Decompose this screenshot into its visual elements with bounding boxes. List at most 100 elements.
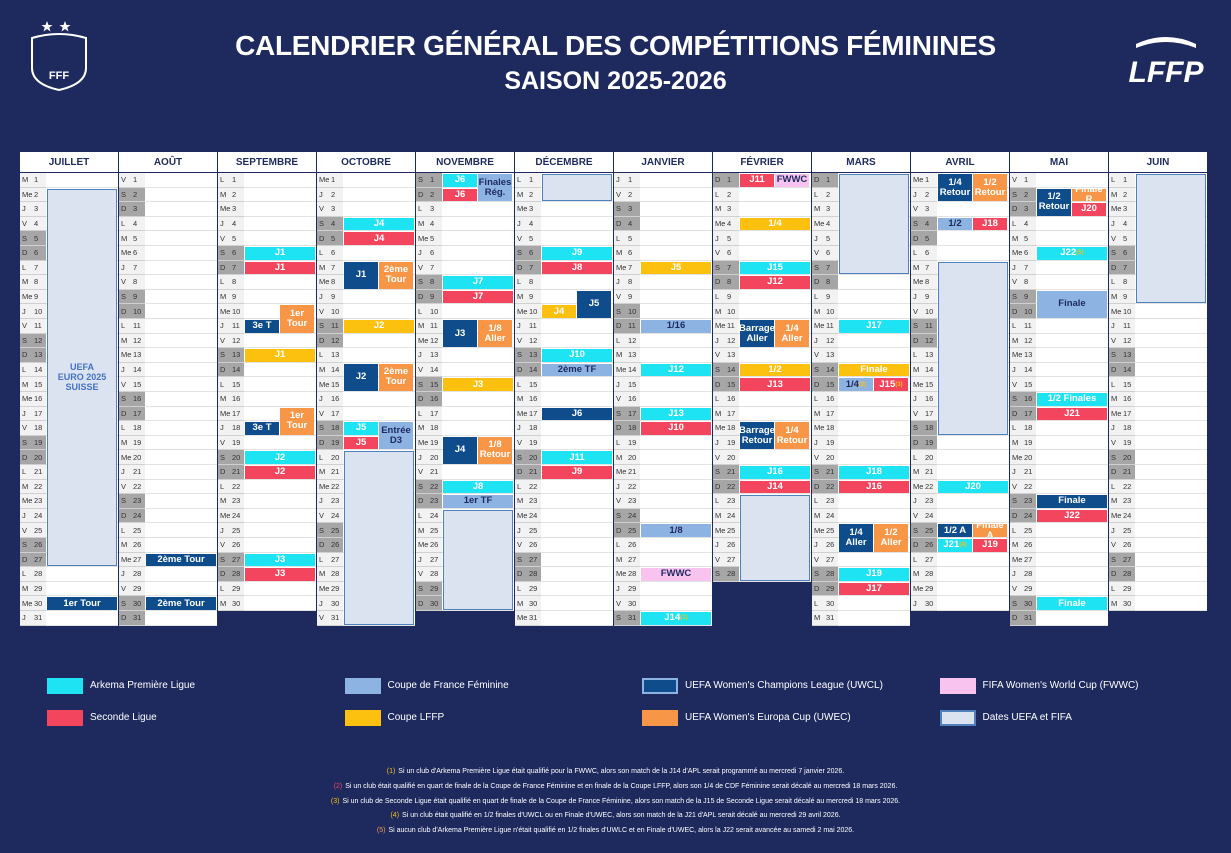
- day-cell: M 17: [713, 406, 739, 422]
- day-slot: [442, 406, 514, 422]
- event: J13: [740, 378, 810, 391]
- date: 18: [529, 423, 538, 433]
- event: J4: [542, 305, 576, 318]
- weekday: M: [1111, 496, 1118, 506]
- date: 25: [826, 525, 835, 535]
- weekday: J: [517, 219, 521, 229]
- date: 4: [925, 219, 930, 229]
- day-cell: D 25: [614, 523, 640, 538]
- day-cell: J 25: [1109, 523, 1135, 538]
- date: 13: [925, 350, 934, 360]
- weekday: S: [814, 262, 820, 272]
- weekday: L: [1012, 219, 1017, 229]
- date: 10: [529, 306, 538, 316]
- weekday: L: [1012, 525, 1017, 535]
- event-label: J2: [355, 371, 367, 383]
- date: 29: [628, 584, 637, 594]
- day-slot: [640, 435, 712, 451]
- day-slot: [541, 508, 613, 524]
- date: 27: [529, 554, 538, 564]
- weekday: V: [121, 277, 127, 287]
- day-cell: J 25: [218, 523, 244, 538]
- day-cell: J 31: [20, 611, 46, 626]
- day-slot: [541, 377, 613, 392]
- day-slot: [145, 377, 217, 392]
- date: 8: [628, 277, 633, 287]
- day-cell: J 14: [1010, 362, 1036, 378]
- day-cell: Me 11: [713, 319, 739, 334]
- date: 19: [430, 438, 439, 448]
- day-cell: J 16: [317, 392, 343, 407]
- weekday: M: [319, 467, 326, 477]
- date: 1: [34, 175, 39, 185]
- weekday: Me: [1111, 306, 1122, 316]
- date: 30: [232, 598, 241, 608]
- weekday: S: [1012, 189, 1018, 199]
- day-cell: S 14: [713, 362, 739, 378]
- event: J3: [245, 553, 315, 567]
- weekday: Me: [1111, 408, 1122, 418]
- weekday: Me: [715, 423, 726, 433]
- event: 1/2 A: [938, 524, 972, 537]
- weekday: M: [1012, 438, 1019, 448]
- day-slot: [838, 304, 910, 319]
- day-cell: D 14: [218, 362, 244, 378]
- day-slot: [145, 216, 217, 232]
- day-cell: Me 31: [515, 611, 541, 626]
- date: 6: [1123, 248, 1128, 258]
- day-cell: Me 12: [416, 333, 442, 349]
- date: 23: [727, 496, 736, 506]
- weekday: Me: [715, 525, 726, 535]
- date: 8: [430, 277, 435, 287]
- day-slot: [1135, 362, 1207, 378]
- weekday: S: [121, 496, 127, 506]
- event: 2ème TF: [542, 363, 612, 377]
- weekday: V: [418, 569, 424, 579]
- weekday: M: [517, 189, 524, 199]
- event-label: Finales Rég.: [478, 176, 512, 198]
- event: J6: [443, 174, 477, 187]
- day-slot: [145, 202, 217, 217]
- weekday: Me: [121, 554, 132, 564]
- date: 18: [430, 423, 439, 433]
- weekday: Me: [517, 613, 528, 623]
- day-slot: [1036, 231, 1108, 246]
- event-label: Entrée D3: [381, 424, 411, 446]
- event-label: FWWC: [776, 174, 808, 186]
- day-slot: [838, 348, 910, 363]
- date: 1: [628, 175, 633, 185]
- event: J4: [443, 436, 477, 464]
- date: 16: [34, 394, 43, 404]
- day-cell: M 27: [614, 552, 640, 568]
- event-label: 2ème TF: [557, 364, 597, 376]
- day-slot: [739, 231, 811, 246]
- weekday: M: [616, 554, 623, 564]
- day-cell: S 10: [614, 304, 640, 319]
- day-slot: [640, 479, 712, 495]
- date: 24: [232, 511, 241, 521]
- weekday: V: [616, 189, 622, 199]
- day-cell: S 18: [911, 421, 937, 436]
- day-cell: Me 10: [218, 304, 244, 319]
- day-slot: [442, 362, 514, 378]
- weekday: V: [22, 219, 28, 229]
- weekday: V: [715, 452, 721, 462]
- weekday: M: [319, 262, 326, 272]
- date: 6: [925, 248, 930, 258]
- day-slot: [244, 187, 316, 203]
- day-slot: [640, 596, 712, 611]
- date: 9: [628, 292, 633, 302]
- day-slot: [244, 333, 316, 349]
- day-cell: V 27: [713, 552, 739, 568]
- day-cell: V 24: [911, 508, 937, 524]
- day-slot: [145, 187, 217, 203]
- day-slot: [838, 435, 910, 451]
- date: 3: [232, 204, 237, 214]
- day-cell: L 18: [1010, 421, 1036, 436]
- date: 27: [1024, 554, 1033, 564]
- date: 8: [727, 277, 732, 287]
